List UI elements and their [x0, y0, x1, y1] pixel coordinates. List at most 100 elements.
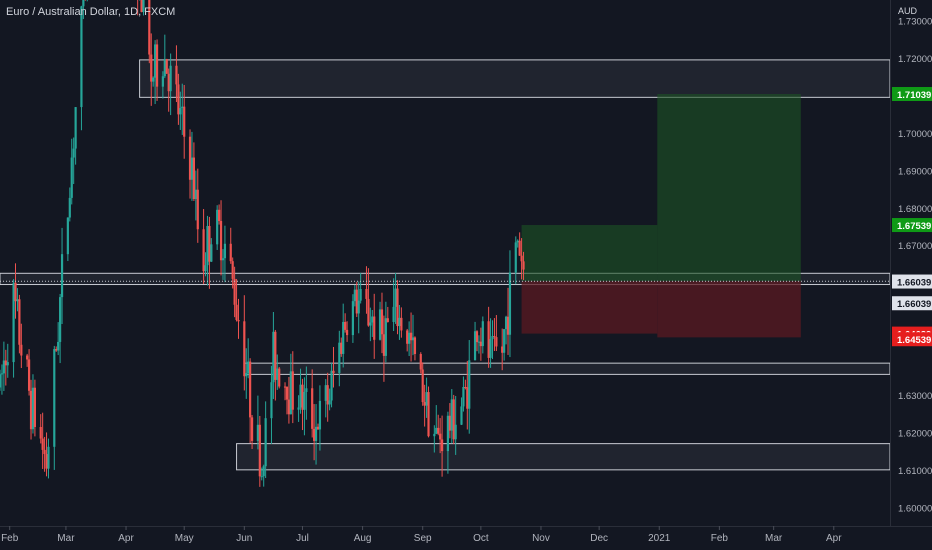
x-tick-label: Feb [711, 533, 729, 544]
candle [155, 39, 159, 101]
candle [272, 311, 275, 400]
candle [344, 313, 347, 333]
candle [514, 236, 517, 285]
candle [245, 348, 248, 399]
candle [196, 168, 199, 243]
candle [287, 377, 291, 424]
x-tick-label: Mar [765, 533, 783, 544]
candle [439, 418, 442, 454]
candle [345, 321, 349, 342]
candle [316, 423, 320, 430]
candle [161, 71, 164, 99]
candle [326, 372, 329, 422]
candle [450, 389, 453, 444]
candle [154, 40, 157, 105]
candle [210, 238, 213, 262]
candle [501, 328, 504, 371]
candle [506, 287, 510, 355]
candle [495, 315, 498, 351]
zone-0[interactable] [139, 59, 891, 98]
candle [406, 328, 409, 352]
candle [53, 345, 56, 470]
svg-text:1.66039: 1.66039 [897, 299, 931, 310]
candle [297, 395, 300, 422]
candle [398, 305, 401, 340]
candle [169, 53, 172, 116]
candle [247, 338, 250, 379]
candle [202, 209, 205, 285]
candle [357, 281, 360, 334]
candle [192, 142, 195, 201]
zone-2[interactable] [243, 362, 891, 375]
candle [216, 205, 219, 250]
candle [41, 412, 44, 469]
candle [520, 238, 523, 280]
loss-zone-1[interactable] [521, 281, 658, 334]
candle [177, 73, 180, 125]
x-tick-label: Sep [414, 533, 432, 544]
price-axis[interactable]: 1.60000 1.61000 1.62000 1.63000 1.67000 1.680… [898, 17, 932, 515]
x-tick-label: Jul [296, 533, 309, 544]
candle [423, 384, 426, 427]
candle [204, 252, 207, 277]
candle [516, 239, 519, 248]
candle [150, 33, 153, 106]
candle [338, 330, 341, 387]
svg-text:1.71039: 1.71039 [897, 90, 931, 101]
candle [14, 263, 17, 319]
candle [70, 138, 73, 205]
candle [72, 137, 75, 185]
time-axis[interactable]: Feb Mar Apr May Jun Jul Aug Sep Oct Nov Dec 2021 Feb… [1, 526, 842, 544]
candle [55, 346, 58, 352]
candle [446, 411, 450, 474]
y-tick-label: 1.63000 [898, 391, 932, 402]
x-tick-label: Apr [826, 533, 842, 544]
profit-zone-2[interactable] [657, 94, 801, 282]
candle [179, 91, 182, 130]
candle [18, 294, 21, 354]
candle [66, 217, 69, 262]
candle [460, 397, 463, 425]
candle [351, 294, 354, 343]
candle [342, 303, 345, 368]
candle [413, 336, 417, 361]
candle [165, 58, 168, 74]
candle [462, 376, 465, 412]
candle [384, 301, 387, 363]
svg-text:1.67539: 1.67539 [897, 221, 931, 232]
x-tick-label: Dec [590, 533, 608, 544]
candle [27, 349, 31, 396]
candle [378, 301, 382, 341]
candle [233, 266, 236, 318]
zone-3[interactable] [236, 443, 891, 471]
candle [440, 415, 444, 477]
candle [29, 379, 33, 440]
candle [270, 365, 273, 444]
candle [479, 327, 482, 361]
candle [12, 279, 15, 378]
candle [39, 414, 42, 444]
candle [503, 328, 506, 361]
candle [183, 85, 186, 159]
profit-zone-1[interactable] [521, 225, 658, 282]
candle [464, 379, 467, 390]
candle [365, 266, 368, 314]
candle [353, 284, 356, 307]
candle [163, 34, 166, 79]
candle [299, 368, 302, 414]
candle [394, 272, 397, 324]
candle [148, 0, 151, 64]
candle [400, 307, 403, 338]
candle [231, 257, 234, 289]
candle [274, 329, 277, 401]
loss-zone-2[interactable] [657, 281, 801, 338]
candle [411, 314, 415, 356]
candle [332, 346, 335, 388]
candle [219, 200, 223, 276]
candle [355, 281, 358, 317]
x-tick-label: 2021 [648, 533, 671, 544]
candle [305, 366, 308, 420]
x-tick-label: Nov [532, 533, 550, 544]
candle [190, 131, 194, 201]
